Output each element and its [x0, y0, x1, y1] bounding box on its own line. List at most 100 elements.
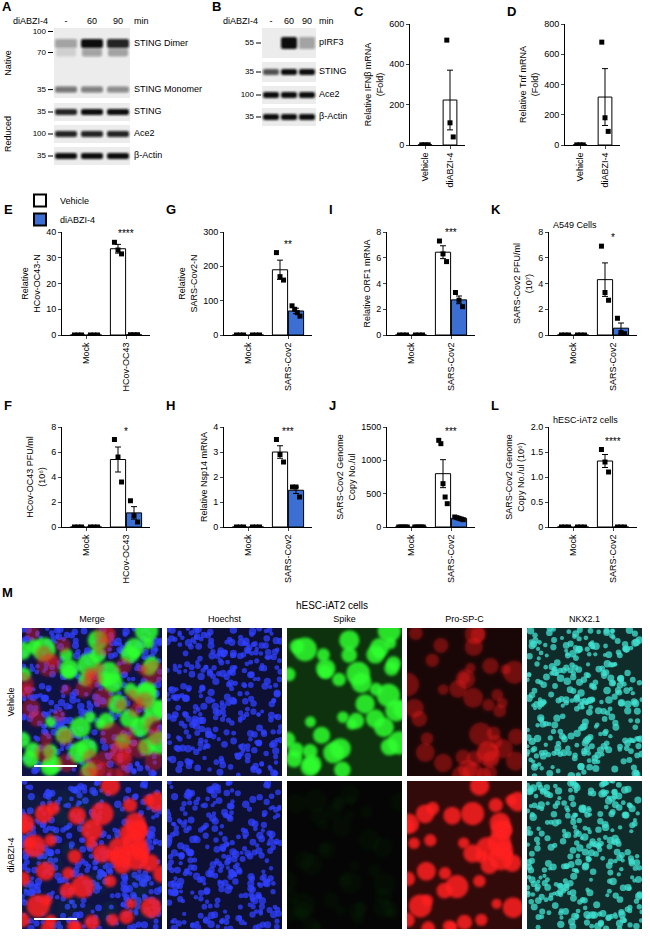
svg-text:SARS-Cov2: SARS-Cov2	[283, 535, 293, 584]
svg-text:0: 0	[376, 330, 381, 340]
svg-text:*: *	[124, 426, 128, 437]
svg-text:Relative IFNβ mRNA(Fold): Relative IFNβ mRNA(Fold)	[363, 43, 385, 127]
svg-text:**: **	[284, 239, 292, 250]
svg-text:2: 2	[376, 304, 381, 314]
svg-text:M: M	[2, 585, 13, 600]
svg-text:SARS-Cov2: SARS-Cov2	[446, 535, 456, 584]
svg-text:***: ***	[445, 426, 457, 437]
svg-text:HCov-OC43: HCov-OC43	[121, 343, 131, 392]
svg-text:0: 0	[213, 330, 218, 340]
svg-text:***: ***	[445, 227, 457, 238]
svg-text:SARS-Cov2 GenomeCopy No./ul: SARS-Cov2 GenomeCopy No./ul	[335, 434, 357, 520]
svg-text:2: 2	[213, 472, 218, 482]
svg-text:100: 100	[241, 90, 255, 99]
svg-text:diABZI-4: diABZI-4	[445, 153, 455, 188]
svg-text:B: B	[212, 0, 221, 14]
svg-text:HCov-OC43: HCov-OC43	[121, 535, 131, 584]
svg-text:SARS-Cov2: SARS-Cov2	[608, 343, 618, 392]
svg-text:2: 2	[51, 497, 56, 507]
svg-text:Pro-SP-C: Pro-SP-C	[445, 614, 484, 624]
svg-text:4: 4	[376, 279, 381, 289]
svg-text:200: 200	[544, 110, 559, 120]
svg-text:F: F	[4, 398, 12, 413]
svg-text:G: G	[166, 202, 176, 217]
svg-text:70: 70	[37, 48, 46, 57]
svg-text:60: 60	[284, 16, 294, 26]
svg-text:I: I	[329, 202, 333, 217]
svg-text:SARS-Cov2: SARS-Cov2	[608, 535, 618, 584]
svg-text:A549 Cells: A549 Cells	[553, 220, 597, 230]
svg-text:diABZI-4: diABZI-4	[223, 16, 258, 26]
svg-text:diABZI-4: diABZI-4	[600, 153, 610, 188]
svg-text:Vehicle: Vehicle	[60, 196, 89, 206]
svg-text:STING Dimer: STING Dimer	[134, 38, 188, 48]
svg-text:β-Actin: β-Actin	[319, 111, 347, 121]
svg-text:300: 300	[203, 227, 218, 237]
svg-text:6: 6	[376, 253, 381, 263]
svg-text:Mock: Mock	[243, 342, 253, 364]
svg-text:30: 30	[46, 253, 56, 263]
svg-text:90: 90	[302, 16, 312, 26]
svg-text:200: 200	[389, 100, 404, 110]
svg-text:4: 4	[51, 472, 56, 482]
svg-text:Mock: Mock	[243, 534, 253, 556]
svg-text:SARS-Cov2: SARS-Cov2	[446, 343, 456, 392]
svg-text:1.5: 1.5	[531, 447, 544, 457]
svg-text:J: J	[329, 398, 336, 413]
svg-text:55: 55	[245, 38, 254, 47]
svg-text:35: 35	[245, 112, 254, 121]
svg-text:Mock: Mock	[406, 342, 416, 364]
svg-text:2.0: 2.0	[531, 422, 544, 432]
svg-text:pIRF3: pIRF3	[319, 37, 344, 47]
svg-text:****: ****	[605, 436, 621, 447]
svg-text:1: 1	[213, 497, 218, 507]
svg-text:1.0: 1.0	[531, 472, 544, 482]
svg-text:2: 2	[538, 304, 543, 314]
svg-text:SARS-Cov2: SARS-Cov2	[283, 343, 293, 392]
svg-text:A: A	[2, 0, 12, 14]
svg-text:Relative Nsp14 mRNA: Relative Nsp14 mRNA	[199, 432, 209, 522]
svg-text:0: 0	[51, 522, 56, 532]
svg-text:6: 6	[51, 447, 56, 457]
svg-text:4: 4	[213, 422, 218, 432]
svg-text:60: 60	[87, 16, 97, 26]
svg-text:SARS-Cov2 PFU/ml(10⁷): SARS-Cov2 PFU/ml(10⁷)	[512, 243, 534, 324]
svg-text:Mock: Mock	[81, 534, 91, 556]
svg-text:min: min	[319, 16, 334, 26]
svg-text:diABZI-4: diABZI-4	[13, 16, 48, 26]
svg-text:H: H	[166, 398, 175, 413]
svg-text:100: 100	[33, 27, 47, 36]
svg-text:600: 600	[544, 49, 559, 59]
svg-text:Vehicle: Vehicle	[6, 687, 16, 716]
svg-text:100: 100	[203, 296, 218, 306]
svg-text:Vehicle: Vehicle	[420, 153, 430, 182]
svg-text:diABZI-4: diABZI-4	[60, 215, 95, 225]
svg-text:90: 90	[113, 16, 123, 26]
svg-text:Mock: Mock	[568, 534, 578, 556]
svg-text:8: 8	[51, 422, 56, 432]
svg-text:20: 20	[46, 279, 56, 289]
svg-text:0: 0	[213, 522, 218, 532]
svg-text:D: D	[507, 4, 516, 19]
svg-text:8: 8	[538, 227, 543, 237]
svg-text:0: 0	[538, 522, 543, 532]
svg-text:0: 0	[538, 330, 543, 340]
svg-text:C: C	[354, 4, 364, 19]
svg-text:Hoechst: Hoechst	[208, 614, 242, 624]
svg-text:Spike: Spike	[333, 614, 356, 624]
svg-text:K: K	[491, 202, 501, 217]
svg-text:100: 100	[33, 129, 47, 138]
svg-text:1500: 1500	[361, 422, 381, 432]
svg-text:Ace2: Ace2	[319, 89, 340, 99]
svg-text:Native: Native	[3, 50, 13, 76]
svg-text:Vehicle: Vehicle	[575, 153, 585, 182]
svg-text:RelativeSARS-Cov2-N: RelativeSARS-Cov2-N	[177, 254, 199, 312]
svg-text:NKX2.1: NKX2.1	[569, 614, 600, 624]
svg-text:-: -	[270, 16, 273, 26]
svg-text:L: L	[491, 398, 499, 413]
svg-text:0: 0	[51, 330, 56, 340]
svg-text:0: 0	[554, 140, 559, 150]
svg-text:hESC-iAT2 cells: hESC-iAT2 cells	[553, 415, 618, 425]
svg-text:0.5: 0.5	[531, 497, 544, 507]
svg-text:0: 0	[376, 522, 381, 532]
